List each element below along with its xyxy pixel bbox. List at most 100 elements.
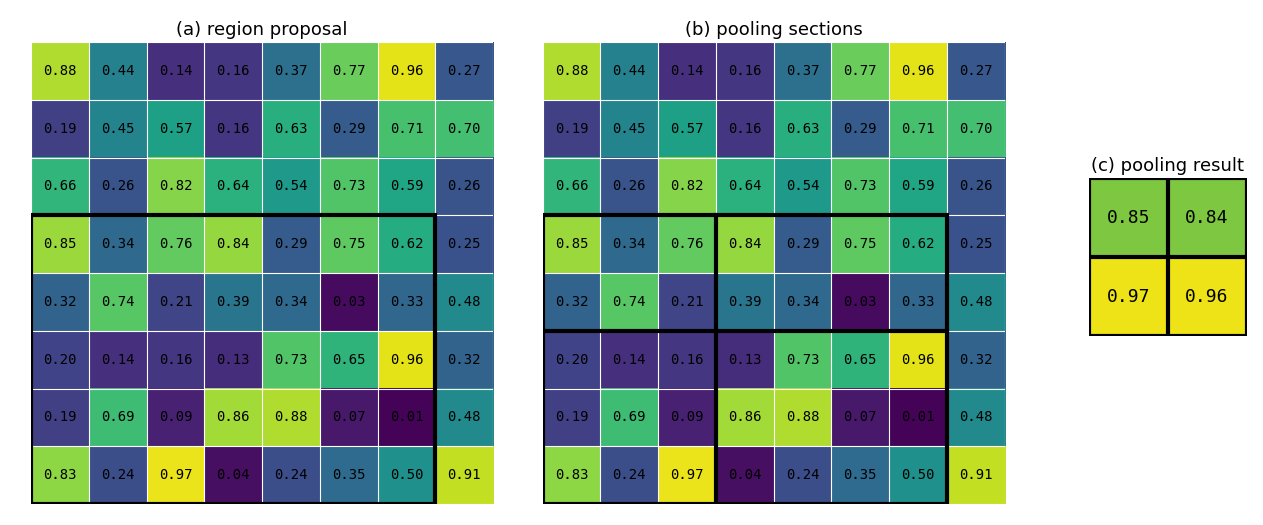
Text: 0.74: 0.74 xyxy=(613,295,645,309)
Text: 0.26: 0.26 xyxy=(613,180,645,193)
Text: 0.97: 0.97 xyxy=(159,468,192,482)
Text: 0.34: 0.34 xyxy=(101,237,134,251)
Text: 0.19: 0.19 xyxy=(43,122,77,135)
Text: 0.88: 0.88 xyxy=(274,411,308,424)
Text: 0.25: 0.25 xyxy=(959,237,993,251)
Text: 0.26: 0.26 xyxy=(959,180,993,193)
Text: 0.65: 0.65 xyxy=(332,353,365,366)
Text: 0.29: 0.29 xyxy=(844,122,877,135)
Text: 0.16: 0.16 xyxy=(216,64,250,78)
Text: 0.70: 0.70 xyxy=(959,122,993,135)
Text: 0.32: 0.32 xyxy=(43,295,77,309)
Text: 0.73: 0.73 xyxy=(844,180,877,193)
Text: 0.85: 0.85 xyxy=(43,237,77,251)
Text: 0.03: 0.03 xyxy=(332,295,365,309)
Text: 0.63: 0.63 xyxy=(786,122,820,135)
Text: 0.37: 0.37 xyxy=(786,64,820,78)
Text: 0.03: 0.03 xyxy=(844,295,877,309)
Text: 0.63: 0.63 xyxy=(274,122,308,135)
Text: 0.07: 0.07 xyxy=(332,411,365,424)
Text: 0.16: 0.16 xyxy=(727,64,762,78)
Text: 0.24: 0.24 xyxy=(786,468,820,482)
Text: 0.20: 0.20 xyxy=(554,353,589,366)
Text: 0.69: 0.69 xyxy=(613,411,645,424)
Text: 0.32: 0.32 xyxy=(554,295,589,309)
Text: 0.73: 0.73 xyxy=(786,353,820,366)
Text: 0.04: 0.04 xyxy=(216,468,250,482)
Bar xyxy=(1089,257,1167,336)
Text: 0.54: 0.54 xyxy=(274,180,308,193)
Text: 0.73: 0.73 xyxy=(332,180,365,193)
Text: 0.82: 0.82 xyxy=(159,180,192,193)
Text: 0.16: 0.16 xyxy=(159,353,192,366)
Text: 0.04: 0.04 xyxy=(727,468,762,482)
Text: 0.66: 0.66 xyxy=(43,180,77,193)
Text: 0.84: 0.84 xyxy=(1186,209,1229,227)
Text: 0.85: 0.85 xyxy=(554,237,589,251)
Text: 0.62: 0.62 xyxy=(902,237,935,251)
Text: 0.32: 0.32 xyxy=(959,353,993,366)
Text: 0.25: 0.25 xyxy=(447,237,481,251)
Text: 0.54: 0.54 xyxy=(786,180,820,193)
Text: 0.45: 0.45 xyxy=(101,122,134,135)
Text: 0.45: 0.45 xyxy=(613,122,645,135)
Text: 0.83: 0.83 xyxy=(43,468,77,482)
Text: 0.85: 0.85 xyxy=(1106,209,1149,227)
Text: 0.77: 0.77 xyxy=(332,64,365,78)
Bar xyxy=(1167,178,1247,257)
Text: 0.84: 0.84 xyxy=(216,237,250,251)
Text: 0.88: 0.88 xyxy=(43,64,77,78)
Text: 0.91: 0.91 xyxy=(959,468,993,482)
Text: 0.76: 0.76 xyxy=(159,237,192,251)
Text: 0.26: 0.26 xyxy=(101,180,134,193)
Text: 0.59: 0.59 xyxy=(390,180,423,193)
Text: 0.64: 0.64 xyxy=(216,180,250,193)
Text: 0.26: 0.26 xyxy=(447,180,481,193)
Text: 0.44: 0.44 xyxy=(101,64,134,78)
Text: 0.97: 0.97 xyxy=(1106,288,1149,306)
Text: 0.16: 0.16 xyxy=(216,122,250,135)
Text: 0.01: 0.01 xyxy=(390,411,423,424)
Text: 0.83: 0.83 xyxy=(554,468,589,482)
Text: 0.14: 0.14 xyxy=(101,353,134,366)
Text: 0.75: 0.75 xyxy=(332,237,365,251)
Text: 0.34: 0.34 xyxy=(274,295,308,309)
Text: 0.48: 0.48 xyxy=(959,411,993,424)
Bar xyxy=(1089,178,1167,257)
Text: 0.19: 0.19 xyxy=(554,122,589,135)
Text: 0.96: 0.96 xyxy=(1186,288,1229,306)
Text: 0.33: 0.33 xyxy=(390,295,423,309)
Title: (b) pooling sections: (b) pooling sections xyxy=(685,21,863,39)
Text: 0.29: 0.29 xyxy=(332,122,365,135)
Text: 0.14: 0.14 xyxy=(671,64,703,78)
Text: 0.37: 0.37 xyxy=(274,64,308,78)
Bar xyxy=(32,215,436,504)
Text: 0.09: 0.09 xyxy=(671,411,703,424)
Text: 0.39: 0.39 xyxy=(727,295,762,309)
Text: 0.14: 0.14 xyxy=(159,64,192,78)
Text: 0.48: 0.48 xyxy=(959,295,993,309)
Text: 0.62: 0.62 xyxy=(390,237,423,251)
Text: 0.71: 0.71 xyxy=(390,122,423,135)
Text: 0.14: 0.14 xyxy=(613,353,645,366)
Text: 0.57: 0.57 xyxy=(159,122,192,135)
Text: 0.21: 0.21 xyxy=(671,295,703,309)
Text: 0.24: 0.24 xyxy=(101,468,134,482)
Text: 0.01: 0.01 xyxy=(902,411,935,424)
Text: 0.19: 0.19 xyxy=(554,411,589,424)
Text: 0.86: 0.86 xyxy=(727,411,762,424)
Text: 0.84: 0.84 xyxy=(727,237,762,251)
Text: 0.96: 0.96 xyxy=(390,353,423,366)
Bar xyxy=(1167,257,1247,336)
Text: 0.20: 0.20 xyxy=(43,353,77,366)
Text: 0.24: 0.24 xyxy=(613,468,645,482)
Text: 0.91: 0.91 xyxy=(447,468,481,482)
Text: 0.48: 0.48 xyxy=(447,411,481,424)
Title: (c) pooling result: (c) pooling result xyxy=(1091,158,1244,175)
Text: 0.13: 0.13 xyxy=(216,353,250,366)
Text: 0.96: 0.96 xyxy=(902,64,935,78)
Text: 0.97: 0.97 xyxy=(671,468,703,482)
Text: 0.34: 0.34 xyxy=(613,237,645,251)
Text: 0.07: 0.07 xyxy=(844,411,877,424)
Text: 0.35: 0.35 xyxy=(332,468,365,482)
